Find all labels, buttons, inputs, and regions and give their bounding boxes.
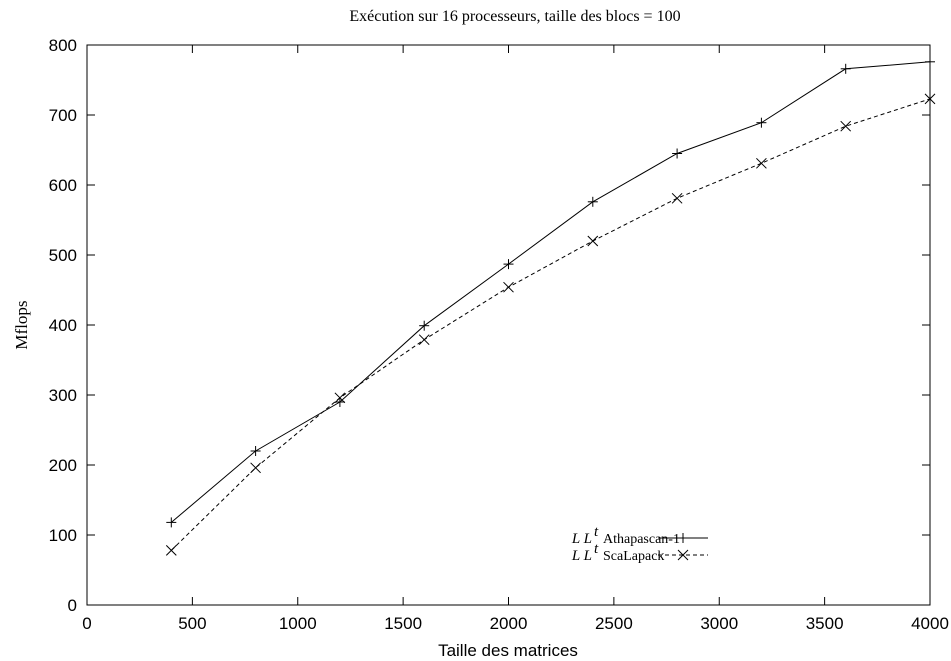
- legend-math-label: L L: [571, 548, 592, 564]
- x-tick-label: 1000: [279, 614, 317, 633]
- y-tick-label: 0: [68, 596, 77, 615]
- data-point: [925, 56, 935, 67]
- axes: [86, 44, 931, 606]
- data-point: [165, 545, 177, 556]
- y-tick-label: 800: [49, 36, 77, 55]
- x-tick-label: 3500: [806, 614, 844, 633]
- data-point: [418, 334, 430, 346]
- x-tick-label: 2500: [595, 614, 633, 633]
- data-point: [840, 120, 852, 132]
- plot-frame: [86, 44, 931, 606]
- data-point: [250, 446, 261, 456]
- data-point: [587, 235, 599, 247]
- series-line: [170, 61, 931, 523]
- x-tick-label: 2000: [490, 614, 528, 633]
- data-point: [503, 259, 514, 270]
- data-point: [756, 117, 767, 128]
- series-line: [170, 98, 931, 551]
- x-tick-label: 0: [82, 614, 91, 633]
- x-tick-label: 4000: [911, 614, 949, 633]
- chart-title: Exécution sur 16 processeurs, taille des…: [349, 8, 680, 25]
- legend-math-sup: t: [594, 524, 599, 540]
- x-axis-label: Taille des matrices: [438, 641, 578, 660]
- data-point: [671, 192, 683, 204]
- x-tick-label: 3000: [700, 614, 738, 633]
- data-point: [924, 93, 936, 105]
- legend-math-sup: t: [594, 541, 599, 557]
- ticks: 0 500 1000 1500 2000 2500 3000 3500 4000 0 100 200 3…: [49, 36, 949, 633]
- legend-marker: [677, 549, 689, 561]
- y-tick-label: 600: [49, 176, 77, 195]
- y-tick-label: 400: [49, 316, 77, 335]
- y-tick-label: 700: [49, 106, 77, 125]
- x-tick-label: 1500: [384, 614, 422, 633]
- legend-label: ScaLapack: [603, 549, 664, 564]
- data-point: [587, 196, 598, 207]
- y-axis-label: Mflops: [12, 300, 31, 349]
- data-point: [250, 462, 261, 474]
- legend-marker: [678, 533, 688, 543]
- y-tick-label: 200: [49, 456, 77, 475]
- legend-label: Athapascan-1: [603, 532, 680, 547]
- y-tick-label: 500: [49, 246, 77, 265]
- data-point: [334, 397, 345, 407]
- data-point: [672, 148, 683, 159]
- series-layer: [165, 56, 936, 556]
- series-1: [166, 56, 935, 528]
- series-2: [165, 93, 936, 556]
- y-tick-label: 300: [49, 386, 77, 405]
- y-tick-label: 100: [49, 526, 77, 545]
- data-point: [334, 392, 346, 404]
- x-tick-label: 500: [178, 614, 206, 633]
- data-point: [503, 281, 514, 293]
- data-point: [756, 157, 767, 169]
- data-point: [419, 320, 430, 331]
- data-point: [840, 63, 851, 74]
- data-point: [166, 517, 177, 528]
- legend-math-label: L L: [571, 531, 592, 547]
